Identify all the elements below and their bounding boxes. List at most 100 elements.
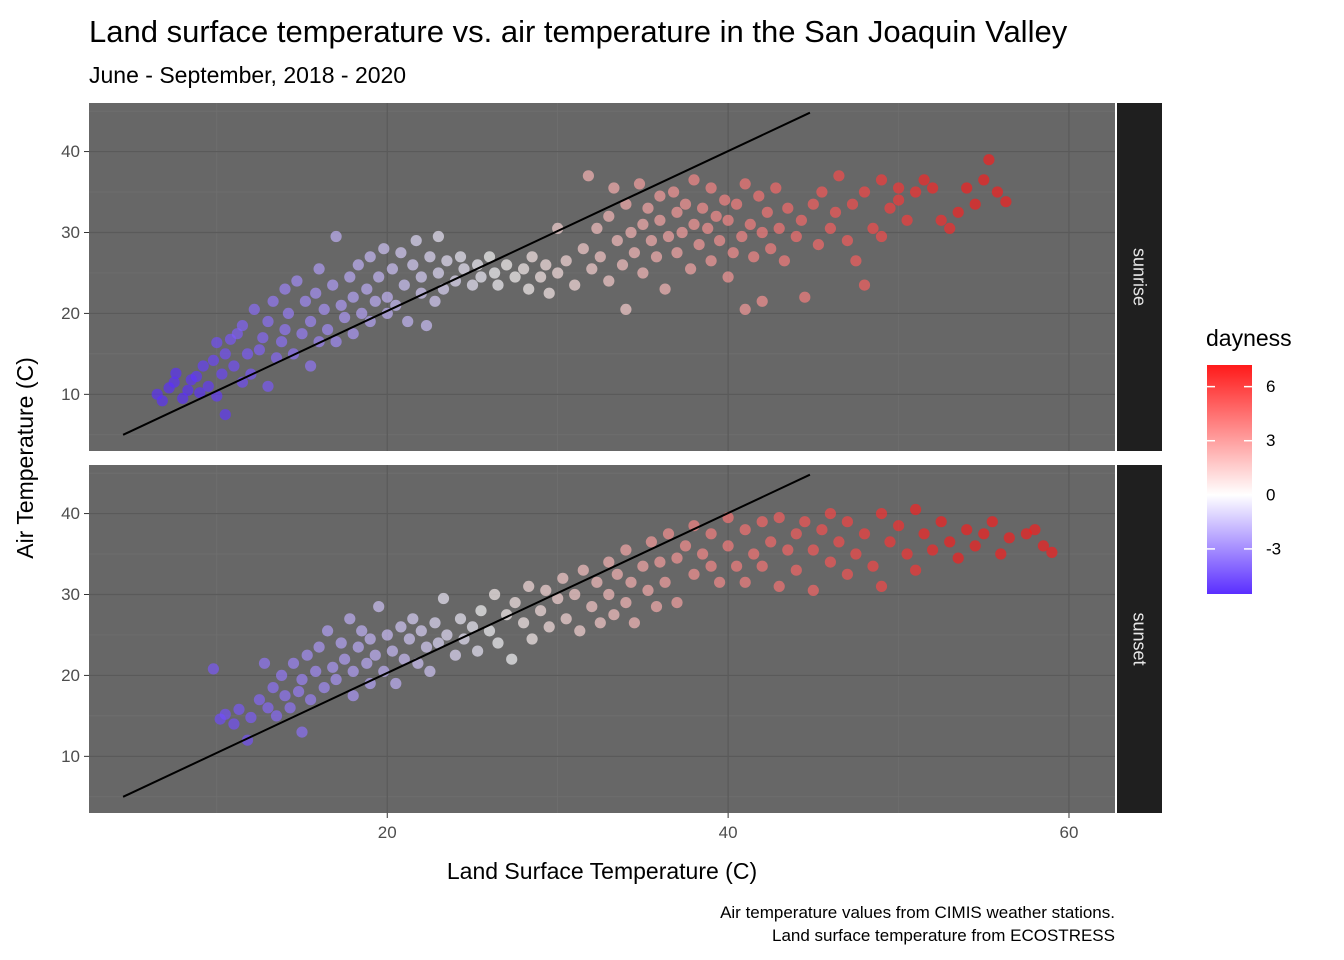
data-point: [407, 259, 419, 271]
data-point: [276, 669, 288, 682]
data-point: [330, 673, 342, 686]
data-point: [969, 198, 981, 210]
data-point: [893, 182, 905, 194]
data-point: [628, 617, 641, 629]
data-point: [483, 251, 496, 263]
y-tick-label: 30: [61, 585, 80, 604]
data-point: [339, 311, 351, 324]
data-point: [935, 214, 947, 226]
data-point: [790, 230, 802, 243]
data-point: [603, 210, 615, 222]
data-point: [910, 503, 922, 516]
chart-title: Land surface temperature vs. air tempera…: [89, 14, 1068, 49]
data-point: [402, 315, 414, 328]
data-point: [310, 287, 322, 299]
data-point: [756, 516, 768, 528]
data-point: [276, 336, 288, 348]
data-point: [799, 291, 811, 303]
strip-label-sunrise: sunrise: [1130, 248, 1150, 306]
chart-subtitle: June - September, 2018 - 2020: [89, 62, 406, 88]
data-point: [236, 320, 248, 332]
data-point: [535, 605, 547, 617]
data-point: [569, 588, 581, 601]
data-point: [267, 682, 279, 694]
data-point: [739, 178, 751, 190]
data-point: [420, 320, 433, 332]
data-point: [352, 641, 364, 653]
panel-sunset: sunset: [89, 465, 1162, 813]
legend: dayness 6 3 0 -3: [1206, 325, 1292, 594]
data-point: [978, 174, 990, 186]
data-point: [645, 536, 658, 548]
data-point: [267, 295, 279, 307]
data-point: [642, 202, 654, 214]
y-tick-label: 10: [61, 747, 80, 766]
data-point: [671, 206, 683, 218]
data-point: [202, 380, 214, 392]
reference-line-sunrise: [122, 111, 811, 436]
data-point: [586, 601, 598, 613]
data-point: [807, 584, 819, 597]
strip-sunrise: [1117, 103, 1162, 451]
data-point: [233, 703, 245, 716]
data-point: [739, 524, 751, 536]
caption-line-1: Air temperature values from CIMIS weathe…: [720, 903, 1115, 922]
data-point: [594, 617, 606, 629]
data-point: [543, 621, 555, 633]
data-point: [705, 560, 717, 572]
data-point: [518, 263, 530, 275]
data-point: [424, 665, 436, 678]
data-point: [761, 206, 773, 218]
data-point: [969, 540, 981, 552]
data-point: [219, 348, 231, 360]
y-tick-label: 40: [61, 504, 80, 523]
y-tick-label: 20: [61, 666, 80, 685]
data-point: [526, 251, 538, 263]
data-point: [654, 190, 666, 202]
data-point: [603, 588, 615, 601]
data-point: [710, 210, 722, 222]
data-point: [952, 206, 964, 218]
data-point: [773, 222, 785, 234]
data-point: [662, 230, 675, 243]
data-point: [679, 198, 692, 210]
data-point: [347, 291, 359, 303]
data-point: [697, 202, 709, 214]
data-point: [398, 279, 410, 291]
data-point: [586, 263, 598, 275]
data-point: [577, 243, 589, 255]
data-point: [395, 621, 407, 633]
data-point: [705, 182, 717, 194]
data-point: [748, 548, 760, 560]
data-point: [582, 170, 595, 182]
data-point: [492, 279, 504, 291]
data-point: [650, 251, 663, 263]
data-point: [591, 222, 603, 234]
data-point: [944, 222, 956, 234]
data-point: [753, 190, 765, 202]
legend-title: dayness: [1206, 325, 1292, 351]
x-tick-label: 60: [1060, 823, 1079, 842]
data-point: [322, 324, 334, 336]
data-point: [318, 682, 330, 694]
data-point: [744, 218, 756, 230]
data-point: [560, 255, 572, 267]
data-point: [858, 186, 871, 198]
data-point: [492, 637, 504, 649]
data-point: [756, 560, 768, 572]
data-point: [671, 552, 683, 564]
data-point: [335, 299, 347, 311]
data-point: [253, 344, 265, 356]
data-point: [335, 637, 347, 649]
data-point: [1003, 532, 1015, 544]
data-point: [356, 625, 368, 637]
strip-sunset: [1117, 465, 1162, 813]
data-point: [782, 202, 794, 214]
data-point: [756, 295, 768, 307]
data-point: [918, 528, 930, 540]
data-point: [944, 536, 956, 548]
data-point: [688, 174, 700, 186]
data-point: [858, 279, 871, 291]
data-point: [441, 255, 453, 267]
data-point: [318, 303, 330, 315]
